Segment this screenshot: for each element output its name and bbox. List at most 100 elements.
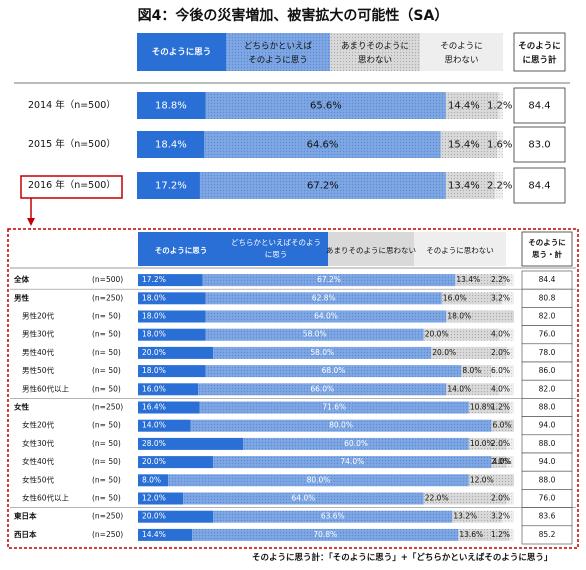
total-value: 82.0	[539, 312, 556, 321]
total-value: 88.0	[539, 403, 556, 412]
total-value: 83.6	[539, 512, 556, 521]
bar-seg-somewhat-agree	[199, 172, 446, 199]
bar-seg-somewhat-disagree	[458, 528, 510, 541]
bar-seg-somewhat-disagree	[431, 346, 507, 359]
legend-swatch	[414, 232, 506, 266]
bar-seg-disagree	[506, 346, 514, 359]
row-n: (n= 50)	[92, 348, 121, 357]
legend-label: そのように思う	[248, 56, 308, 66]
data-label: 17.2%	[142, 275, 166, 284]
bar-seg-strongly-agree	[138, 419, 191, 432]
row-label: 2015 年（n=500）	[28, 138, 116, 150]
data-label: 2.2%	[487, 181, 512, 192]
data-label: 16.4%	[142, 403, 166, 412]
bar-seg-somewhat-disagree	[468, 437, 507, 450]
row-n: (n=250)	[92, 403, 123, 412]
data-label: 1.6%	[487, 140, 512, 151]
data-label: 8.0%	[142, 475, 161, 484]
bar-seg-strongly-agree	[137, 92, 206, 119]
row-n: (n= 50)	[92, 366, 121, 375]
data-label: 60.0%	[344, 439, 368, 448]
row-n: (n= 50)	[92, 475, 121, 484]
total-value: 80.8	[539, 293, 556, 302]
bar-seg-somewhat-disagree	[468, 401, 510, 414]
total-box	[513, 126, 566, 163]
bar-seg-strongly-agree	[138, 401, 200, 414]
row-n: (n= 50)	[92, 421, 121, 430]
data-label: 66.0%	[310, 384, 334, 393]
bar-seg-somewhat-agree	[204, 131, 441, 158]
row-label: 女性50代	[22, 474, 55, 484]
total-value: 84.4	[539, 275, 556, 284]
row-label: 西日本	[14, 529, 37, 539]
bar-seg-disagree	[509, 528, 514, 541]
highlight-arrowhead	[27, 218, 35, 226]
bar-seg-strongly-agree	[138, 474, 169, 487]
data-label: 2.0%	[491, 494, 510, 503]
row-n: (n= 50)	[92, 330, 121, 339]
total-cell	[521, 525, 573, 545]
detail-panel-border	[7, 228, 579, 549]
data-label: 14.4%	[448, 101, 480, 112]
bar-seg-disagree	[506, 437, 514, 450]
bar-seg-strongly-agree	[138, 528, 193, 541]
data-label: 4.0%	[491, 384, 510, 393]
data-label: 6.0%	[491, 366, 510, 375]
row-n: (n= 50)	[92, 457, 121, 466]
data-label: 12.0%	[470, 475, 494, 484]
total-value: 78.0	[539, 348, 556, 357]
bar-seg-somewhat-disagree	[468, 474, 514, 487]
data-label: 16.0%	[142, 384, 166, 393]
data-label: 22.0%	[425, 494, 449, 503]
row-label: 東日本	[14, 511, 37, 521]
bar-seg-disagree	[501, 510, 514, 523]
bar-seg-somewhat-disagree	[452, 510, 502, 523]
bar-seg-somewhat-disagree	[445, 172, 495, 199]
row-label: 男性	[14, 292, 29, 302]
bar-seg-somewhat-disagree	[441, 292, 502, 305]
data-label: 18.0%	[142, 330, 166, 339]
data-label: 58.0%	[303, 330, 327, 339]
legend-label: 思わない	[358, 56, 392, 66]
data-label: 28.0%	[142, 439, 166, 448]
row-label: 女性	[14, 402, 29, 412]
bar-seg-strongly-agree	[138, 365, 206, 378]
data-label: 13.2%	[453, 512, 477, 521]
data-label: 2.0%	[491, 457, 510, 466]
data-label: 2.0%	[491, 439, 510, 448]
bar-seg-somewhat-agree	[183, 492, 424, 505]
total-header: 思う・計	[532, 249, 562, 259]
data-label: 2.0%	[491, 348, 510, 357]
legend-swatch	[420, 33, 503, 71]
legend-swatch	[328, 232, 414, 266]
bar-seg-somewhat-agree	[190, 419, 492, 432]
data-label: 63.6%	[321, 512, 345, 521]
total-value: 84.4	[528, 181, 550, 192]
bar-seg-strongly-agree	[138, 492, 184, 505]
data-label: 15.4%	[448, 140, 480, 151]
row-label: 男性30代	[22, 329, 55, 339]
data-label: 20.0%	[425, 330, 449, 339]
total-box	[513, 167, 566, 204]
bar-seg-somewhat-disagree	[446, 383, 499, 396]
bar-seg-strongly-agree	[137, 131, 205, 158]
data-label: 4.0%	[492, 457, 511, 466]
bar-seg-somewhat-agree	[205, 365, 462, 378]
legend-label: どちらかといえばそのよう	[231, 238, 321, 247]
bar-seg-somewhat-agree	[205, 328, 424, 341]
total-value: 76.0	[539, 494, 556, 503]
bar-seg-disagree	[497, 131, 503, 158]
total-header: に思う計	[522, 55, 557, 66]
data-label: 80.0%	[329, 421, 353, 430]
row-label: 女性20代	[22, 420, 55, 430]
bar-seg-disagree	[491, 365, 514, 378]
data-label: 4.0%	[491, 330, 510, 339]
data-label: 18.0%	[447, 312, 471, 321]
bar-seg-disagree	[494, 172, 503, 199]
data-label: 64.6%	[307, 140, 339, 151]
data-label: 1.2%	[487, 101, 512, 112]
data-label: 16.0%	[443, 293, 467, 302]
data-label: 18.8%	[155, 101, 187, 112]
legend-swatch	[224, 232, 328, 266]
